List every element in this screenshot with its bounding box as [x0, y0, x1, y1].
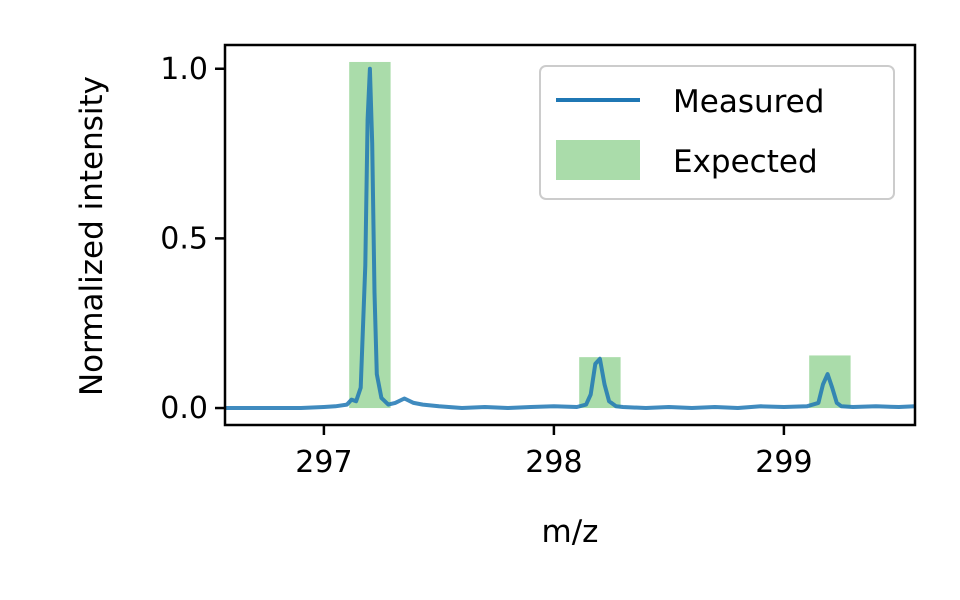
x-tick-label: 297 — [295, 445, 352, 480]
y-axis-label: Normalized intensity — [74, 76, 110, 396]
legend-expected-swatch — [556, 140, 640, 180]
y-ticks: 0.0 0.5 1.0 — [160, 52, 225, 426]
legend-measured-label: Measured — [673, 84, 824, 120]
x-tick-label: 299 — [755, 445, 812, 480]
x-ticks: 297 298 299 — [295, 425, 813, 480]
plot-frame — [223, 43, 917, 427]
y-tick-label: 0.0 — [160, 391, 208, 426]
x-tick-label: 298 — [525, 445, 582, 480]
measured-line — [225, 66, 916, 410]
legend: Measured Expected — [539, 65, 895, 200]
x-axis-label: m/z — [542, 514, 599, 550]
legend-expected-label: Expected — [673, 144, 818, 180]
y-tick-label: 0.5 — [160, 221, 208, 256]
measured-line-layer — [225, 66, 916, 410]
y-tick-label: 1.0 — [160, 52, 208, 87]
